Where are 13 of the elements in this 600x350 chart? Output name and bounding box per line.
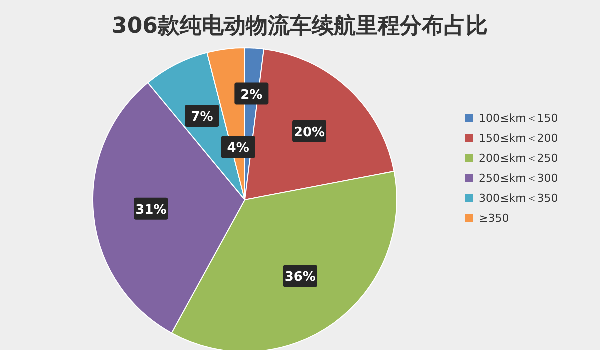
chart-title: 306款纯电动物流车续航里程分布占比	[112, 13, 488, 39]
data-label: 36%	[284, 270, 316, 286]
data-label: 7%	[191, 110, 214, 126]
data-label: 4%	[227, 141, 250, 156]
legend-label: 200≤km＜250	[479, 152, 558, 165]
data-label: 20%	[294, 125, 326, 140]
data-label: 2%	[240, 88, 263, 103]
legend-label: 150≤km＜200	[479, 132, 558, 145]
legend-label: ≥350	[479, 212, 510, 225]
data-label: 31%	[136, 202, 167, 218]
legend-label: 250≤km＜300	[479, 172, 558, 185]
legend-label: 300≤km＜350	[479, 192, 558, 205]
legend-label: 100≤km＜150	[479, 112, 558, 125]
